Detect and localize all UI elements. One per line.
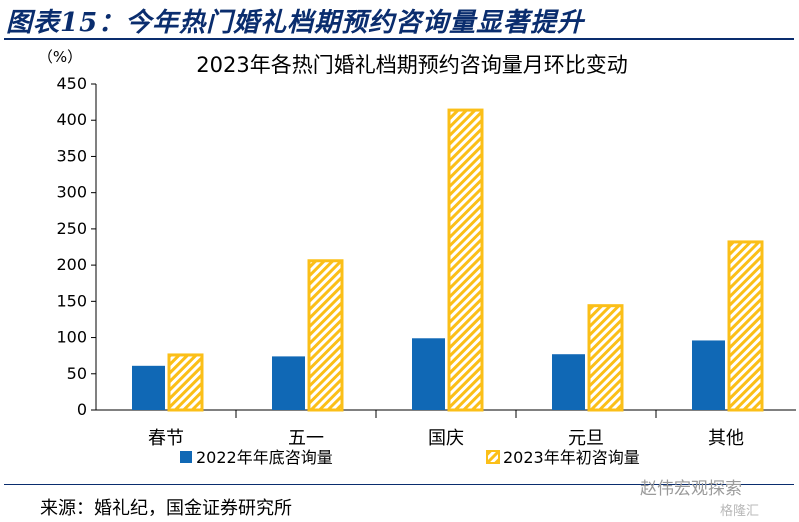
x-tick-label: 国庆	[428, 428, 464, 449]
y-tick-label: 100	[56, 328, 87, 347]
watermark-text: 赵伟宏观探索	[640, 479, 742, 499]
y-tick-label: 50	[67, 364, 87, 383]
figure-caption: 图表15：今年热门婚礼档期预约咨询量显著提升	[6, 8, 585, 38]
bar-series-2023	[587, 304, 624, 412]
x-tick-label: 元旦	[568, 428, 604, 449]
legend-swatch	[486, 450, 500, 464]
y-tick-label: 450	[56, 74, 87, 93]
y-tick-label: 200	[56, 255, 87, 274]
x-tick-label: 春节	[148, 428, 184, 449]
bar-series-2022	[552, 354, 585, 410]
bar-series-2023	[447, 108, 484, 412]
source-note: 来源：婚礼纪，国金证券研究所	[40, 498, 292, 519]
watermark-logo-text: 格隆汇	[720, 504, 760, 519]
plot-area: 0 50 100 150 200 250 300 350 400 450 春节 五一 国庆 元旦 其他	[56, 74, 796, 449]
y-axis-unit-label: （%）	[38, 48, 82, 66]
chart-title: 2023年各热门婚礼档期预约咨询量月环比变动	[196, 53, 627, 77]
y-tick-label: 350	[56, 146, 87, 165]
y-tick-label: 150	[56, 291, 87, 310]
legend-label: 2022年年底咨询量	[196, 448, 333, 467]
legend-label: 2023年年初咨询量	[503, 448, 640, 467]
x-tick-label: 五一	[288, 428, 324, 449]
bar-series-2022	[412, 338, 445, 410]
bar-series-2022	[272, 356, 305, 410]
bar-series-2023	[727, 240, 764, 412]
header-divider	[4, 38, 794, 40]
y-tick-label: 300	[56, 183, 87, 202]
legend-swatch	[180, 451, 192, 463]
footer-divider	[4, 484, 794, 485]
bar-series-2023	[307, 259, 344, 412]
y-tick-label: 0	[77, 400, 87, 419]
y-tick-label: 400	[56, 110, 87, 129]
x-tick-label: 其他	[708, 428, 744, 449]
y-tick-label: 250	[56, 219, 87, 238]
bar-chart: 2023年各热门婚礼档期预约咨询量月环比变动 （%） 0 50 100 150 200 2…	[38, 48, 796, 467]
bar-series-2023	[167, 353, 204, 412]
bar-series-2022	[132, 365, 165, 410]
bar-series-2022	[692, 340, 725, 410]
legend: 2022年年底咨询量 2023年年初咨询量	[180, 448, 640, 467]
